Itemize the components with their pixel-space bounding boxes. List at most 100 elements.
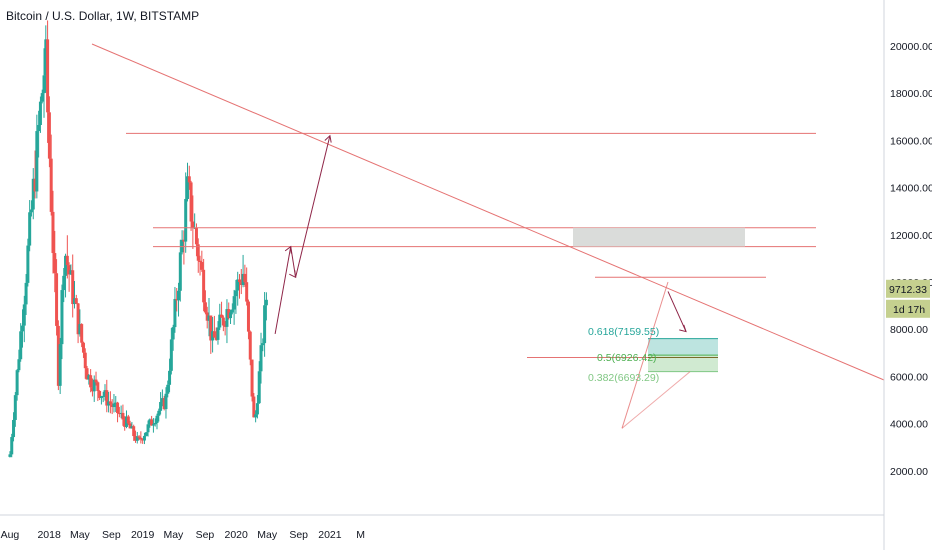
- candle-body: [189, 182, 193, 222]
- candle-body: [135, 436, 139, 441]
- candle-body: [112, 403, 116, 408]
- price-tick-label: 4000.00: [890, 419, 928, 431]
- candle-body: [71, 270, 75, 305]
- candle-body: [245, 282, 249, 302]
- candle-body: [218, 314, 222, 328]
- candle-body: [130, 426, 134, 429]
- candle-body: [214, 337, 218, 340]
- candle-body: [168, 370, 172, 385]
- projection-arrow: [295, 135, 331, 278]
- candle-body: [229, 312, 233, 319]
- candle-body: [38, 101, 42, 125]
- candle-body: [114, 402, 118, 404]
- time-tick-label: Sep: [102, 529, 121, 541]
- time-tick-label: M: [356, 529, 365, 541]
- candle-body: [173, 298, 177, 328]
- candle-body: [166, 384, 170, 394]
- countdown-tag: [886, 299, 930, 318]
- time-tick-label: Aug: [1, 529, 20, 541]
- candle-body: [232, 296, 236, 310]
- price-axis: 2000.004000.006000.008000.0010000.001200…: [883, 0, 932, 550]
- price-tick-label: 2000.00: [890, 466, 928, 478]
- arrow-head: [324, 134, 332, 143]
- price-tick-label: 12000.00: [890, 230, 932, 242]
- candle-body: [133, 436, 137, 441]
- candle-body: [139, 437, 143, 440]
- candle-body: [151, 424, 155, 426]
- candle-body: [29, 209, 33, 213]
- candle-body: [205, 312, 209, 321]
- candle-body: [257, 371, 261, 404]
- time-tick-label: May: [163, 529, 184, 541]
- candle-body: [182, 239, 186, 242]
- last-price-label: 9712.33: [889, 284, 927, 296]
- candle-body: [73, 298, 77, 305]
- candle-body: [230, 309, 234, 313]
- candle-body: [250, 359, 254, 397]
- candle-body: [234, 290, 238, 297]
- candle-body: [142, 435, 146, 441]
- time-tick-label: Sep: [289, 529, 308, 541]
- candle-body: [178, 252, 182, 291]
- price-tick-label: 6000.00: [890, 371, 928, 383]
- candle-body: [261, 343, 265, 346]
- candle-body: [26, 245, 30, 283]
- candle-body: [31, 178, 35, 210]
- candle-body: [132, 426, 136, 437]
- candle-body: [157, 410, 161, 416]
- time-tick-label: 2019: [131, 529, 155, 541]
- candle-body: [144, 432, 148, 436]
- candle-body: [89, 375, 93, 388]
- price-tick-label: 16000.00: [890, 135, 932, 147]
- price-tick-label: 14000.00: [890, 183, 932, 195]
- candle-body: [203, 302, 207, 313]
- candle-body: [116, 402, 120, 414]
- time-tick-label: 2018: [37, 529, 61, 541]
- candle-body: [76, 303, 80, 335]
- time-tick-label: May: [70, 529, 91, 541]
- candle-body: [96, 382, 100, 391]
- candle-body: [191, 221, 195, 228]
- candle-body: [141, 439, 145, 441]
- candle-body: [236, 279, 240, 291]
- candle-body: [83, 352, 87, 369]
- candle-body: [246, 301, 250, 332]
- time-tick-label: 2021: [318, 529, 342, 541]
- candle-body: [184, 198, 188, 242]
- candle-body: [58, 344, 62, 386]
- candle-body: [19, 331, 23, 360]
- candle-body: [126, 416, 130, 424]
- bar-countdown-label: 1d 17h: [893, 304, 925, 316]
- candle-body: [121, 412, 125, 420]
- candle-body: [207, 315, 211, 321]
- candle-body: [125, 416, 129, 427]
- candle-body: [198, 260, 202, 263]
- candle-body: [69, 270, 73, 275]
- candle-body: [164, 393, 168, 410]
- fib-anchor-line: [621, 371, 691, 429]
- candle-body: [92, 379, 96, 392]
- chart-title: Bitcoin / U.S. Dollar, 1W, BITSTAMP: [6, 9, 200, 23]
- candle-body: [171, 327, 175, 340]
- candle-body: [211, 331, 215, 341]
- candle-body: [150, 419, 154, 426]
- candle-body: [255, 403, 259, 415]
- candle-body: [225, 309, 229, 327]
- candle-body: [123, 419, 127, 427]
- candle-body: [17, 359, 21, 371]
- fib-anchor-line: [621, 281, 669, 429]
- candle-body: [259, 345, 263, 372]
- candle-body: [200, 262, 204, 270]
- candle-body: [180, 239, 184, 253]
- candle-body: [221, 317, 225, 326]
- candle-body: [53, 253, 57, 274]
- candle-body: [254, 414, 258, 418]
- candle-body: [87, 375, 91, 380]
- fib-zone-lower: [648, 355, 718, 372]
- candle-body: [65, 255, 69, 266]
- candle-body: [252, 396, 256, 418]
- candle-body: [44, 39, 48, 76]
- candle-body: [33, 178, 37, 192]
